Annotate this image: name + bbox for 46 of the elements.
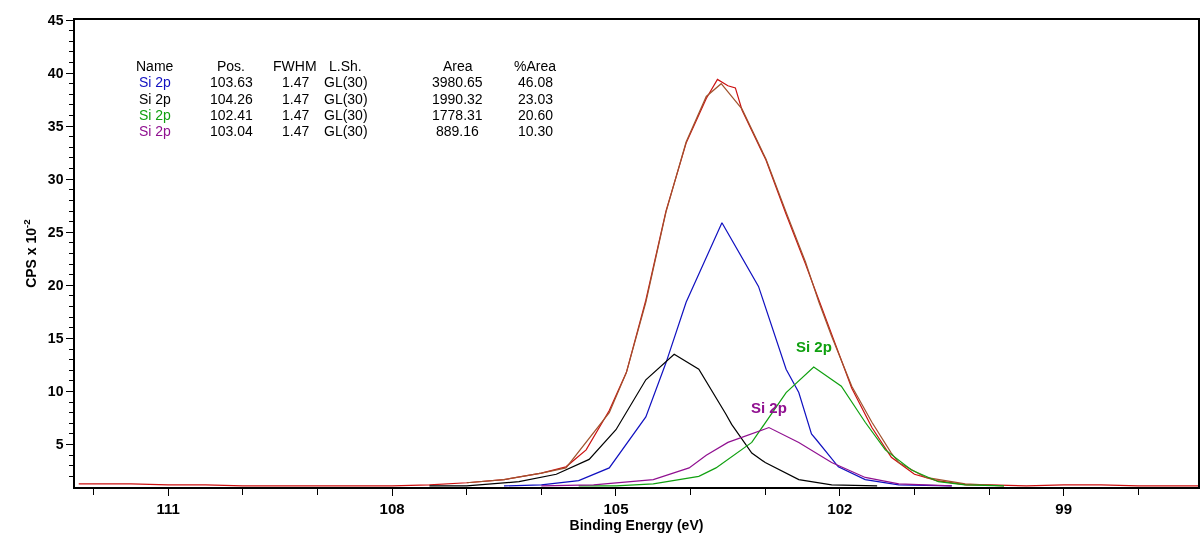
annotation: 20.60 — [518, 107, 554, 123]
annotation: 46.08 — [518, 74, 554, 90]
x-tick-label: 105 — [603, 499, 629, 517]
y-tick-label: 15 — [47, 330, 64, 347]
annotation: Area — [443, 58, 473, 74]
text: Si 2p — [139, 107, 172, 123]
annotation: %Area — [514, 58, 557, 74]
x-tick-label: 111 — [156, 499, 180, 517]
annotation: 1.47 — [282, 107, 310, 123]
annotation: FWHM — [273, 58, 317, 74]
annotation: GL(30) — [324, 91, 368, 107]
y-tick-label: 35 — [47, 118, 64, 135]
x-tick-label: 99 — [1055, 499, 1073, 517]
annotation: Si 2p — [796, 338, 832, 355]
y-tick-label: 45 — [47, 11, 64, 28]
annotation: 103.63 — [210, 74, 254, 90]
annotation: Name — [136, 58, 174, 74]
x-tick-label: 102 — [827, 499, 853, 517]
y-tick-label: 25 — [47, 224, 64, 241]
annotation: 1.47 — [282, 74, 310, 90]
annotation: GL(30) — [324, 74, 368, 90]
annotation: GL(30) — [324, 123, 368, 139]
annotation: 1.47 — [282, 91, 310, 107]
x-tick-label: 108 — [379, 499, 405, 517]
annotation: 103.04 — [210, 123, 254, 139]
text: Si 2p — [139, 91, 172, 107]
annotation: Pos. — [217, 58, 246, 74]
annotation: 102.41 — [210, 107, 254, 123]
y-tick-label: 5 — [55, 436, 64, 453]
annotation: 10.30 — [518, 123, 554, 139]
text: Si 2p — [139, 74, 172, 90]
y-tick-label: 20 — [47, 277, 64, 294]
annotation: 1778.31 — [432, 107, 483, 123]
annotation: GL(30) — [324, 107, 368, 123]
annotation: 1990.32 — [432, 91, 483, 107]
y-tick-label: 40 — [47, 64, 64, 81]
annotation: 104.26 — [210, 91, 254, 107]
annotation: 23.03 — [518, 91, 554, 107]
y-tick-label: 10 — [47, 383, 64, 400]
text: Si 2p — [139, 123, 172, 139]
y-tick-label: 30 — [47, 171, 64, 188]
x-axis-title: Binding Energy (eV) — [569, 516, 704, 533]
annotation: 889.16 — [436, 123, 480, 139]
annotation: 3980.65 — [432, 74, 483, 90]
annotation: L.Sh. — [329, 58, 362, 74]
annotation: 1.47 — [282, 123, 310, 139]
